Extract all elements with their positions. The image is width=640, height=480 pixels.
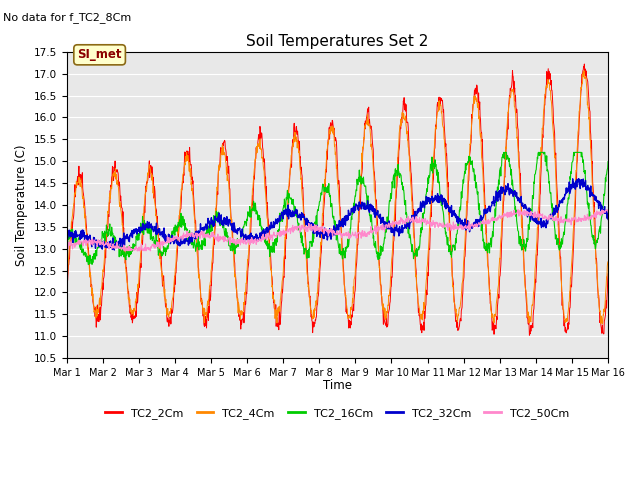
Line: TC2_50Cm: TC2_50Cm	[67, 210, 608, 251]
Line: TC2_2Cm: TC2_2Cm	[67, 64, 608, 335]
TC2_4Cm	[604, 259, 612, 264]
Y-axis label: Soil Temperature (C): Soil Temperature (C)	[15, 144, 28, 265]
TC2_50Cm	[170, 237, 178, 242]
TC2_32Cm	[111, 247, 118, 253]
TC2_16Cm	[501, 149, 509, 155]
TC2_2Cm	[540, 111, 548, 117]
TC2_50Cm	[603, 207, 611, 213]
TC2_32Cm	[244, 234, 252, 240]
TC2_32Cm	[63, 232, 70, 238]
TC2_2Cm	[183, 153, 191, 159]
TC2_16Cm	[244, 209, 252, 215]
TC2_4Cm	[598, 321, 606, 327]
TC2_2Cm	[170, 290, 178, 296]
Text: No data for f_TC2_8Cm: No data for f_TC2_8Cm	[3, 12, 131, 23]
TC2_32Cm	[184, 239, 191, 244]
TC2_4Cm	[63, 279, 70, 285]
Legend: TC2_2Cm, TC2_4Cm, TC2_16Cm, TC2_32Cm, TC2_50Cm: TC2_2Cm, TC2_4Cm, TC2_16Cm, TC2_32Cm, TC…	[101, 403, 573, 423]
TC2_50Cm	[184, 235, 191, 240]
TC2_4Cm	[540, 107, 548, 113]
TC2_4Cm	[492, 310, 500, 316]
TC2_50Cm	[604, 209, 612, 215]
TC2_32Cm	[170, 240, 178, 246]
TC2_32Cm	[540, 218, 548, 224]
TC2_16Cm	[84, 262, 92, 267]
TC2_4Cm	[183, 158, 191, 164]
TC2_4Cm	[421, 293, 429, 299]
TC2_32Cm	[604, 216, 612, 222]
TC2_50Cm	[122, 248, 129, 254]
TC2_2Cm	[244, 275, 252, 280]
TC2_32Cm	[575, 176, 582, 181]
TC2_4Cm	[244, 257, 252, 263]
X-axis label: Time: Time	[323, 379, 352, 392]
TC2_16Cm	[63, 241, 70, 247]
TC2_2Cm	[492, 326, 500, 332]
TC2_16Cm	[541, 149, 548, 155]
TC2_2Cm	[604, 271, 612, 276]
TC2_2Cm	[421, 312, 429, 317]
TC2_2Cm	[63, 288, 70, 293]
TC2_16Cm	[184, 226, 191, 232]
TC2_16Cm	[422, 197, 429, 203]
TC2_50Cm	[244, 237, 252, 242]
TC2_32Cm	[422, 199, 429, 205]
TC2_50Cm	[63, 241, 70, 247]
Line: TC2_32Cm: TC2_32Cm	[67, 179, 608, 250]
TC2_4Cm	[580, 68, 588, 74]
Text: SI_met: SI_met	[77, 48, 122, 61]
TC2_2Cm	[580, 61, 588, 67]
TC2_50Cm	[540, 215, 548, 220]
TC2_16Cm	[170, 224, 178, 230]
TC2_32Cm	[492, 188, 500, 194]
Line: TC2_4Cm: TC2_4Cm	[67, 71, 608, 324]
Title: Soil Temperatures Set 2: Soil Temperatures Set 2	[246, 34, 429, 49]
TC2_16Cm	[492, 201, 500, 207]
TC2_2Cm	[525, 332, 533, 338]
TC2_4Cm	[170, 284, 178, 289]
Line: TC2_16Cm: TC2_16Cm	[67, 152, 608, 264]
TC2_50Cm	[492, 216, 500, 222]
TC2_16Cm	[604, 159, 612, 165]
TC2_50Cm	[422, 216, 429, 222]
